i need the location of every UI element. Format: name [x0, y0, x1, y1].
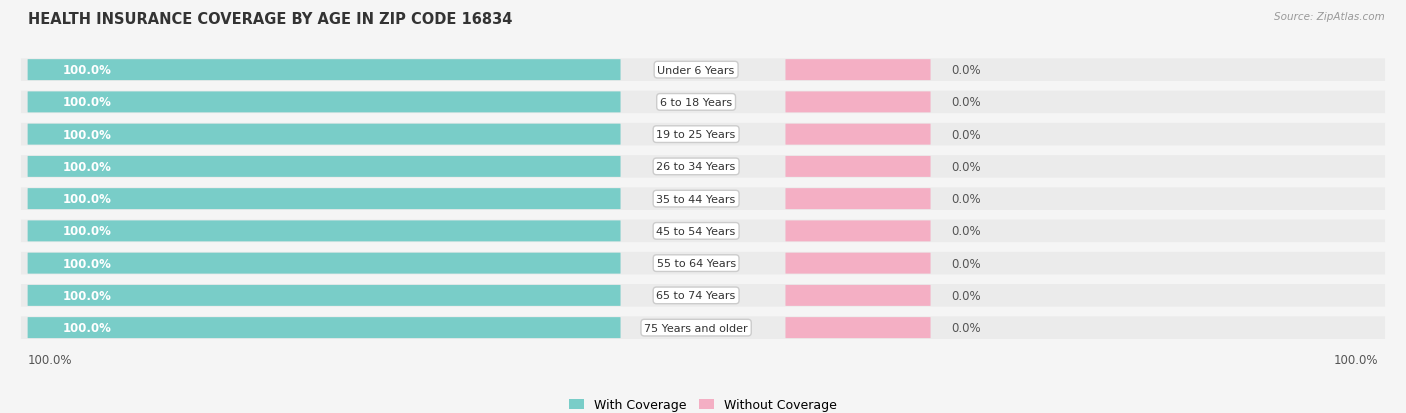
Text: 0.0%: 0.0% — [950, 128, 980, 141]
Text: 100.0%: 100.0% — [62, 96, 111, 109]
FancyBboxPatch shape — [28, 317, 620, 338]
Text: 100.0%: 100.0% — [62, 225, 111, 238]
FancyBboxPatch shape — [786, 60, 931, 81]
Text: 0.0%: 0.0% — [950, 193, 980, 206]
FancyBboxPatch shape — [786, 157, 931, 178]
FancyBboxPatch shape — [21, 156, 1385, 178]
Text: 6 to 18 Years: 6 to 18 Years — [659, 97, 733, 108]
FancyBboxPatch shape — [786, 124, 931, 145]
FancyBboxPatch shape — [28, 60, 620, 81]
Text: 0.0%: 0.0% — [950, 257, 980, 270]
Text: 0.0%: 0.0% — [950, 289, 980, 302]
Text: 45 to 54 Years: 45 to 54 Years — [657, 226, 735, 236]
Text: 100.0%: 100.0% — [62, 193, 111, 206]
FancyBboxPatch shape — [21, 188, 1385, 210]
FancyBboxPatch shape — [21, 285, 1385, 307]
Text: 0.0%: 0.0% — [950, 321, 980, 334]
Legend: With Coverage, Without Coverage: With Coverage, Without Coverage — [564, 393, 842, 413]
FancyBboxPatch shape — [786, 221, 931, 242]
Text: 0.0%: 0.0% — [950, 225, 980, 238]
Text: Under 6 Years: Under 6 Years — [658, 66, 735, 76]
FancyBboxPatch shape — [28, 285, 620, 306]
Text: Source: ZipAtlas.com: Source: ZipAtlas.com — [1274, 12, 1385, 22]
FancyBboxPatch shape — [28, 92, 620, 113]
Text: 100.0%: 100.0% — [62, 257, 111, 270]
FancyBboxPatch shape — [28, 253, 620, 274]
Text: 0.0%: 0.0% — [950, 96, 980, 109]
Text: 75 Years and older: 75 Years and older — [644, 323, 748, 333]
FancyBboxPatch shape — [21, 317, 1385, 339]
FancyBboxPatch shape — [28, 124, 620, 145]
FancyBboxPatch shape — [21, 123, 1385, 146]
Text: 100.0%: 100.0% — [62, 321, 111, 334]
Text: 100.0%: 100.0% — [62, 64, 111, 77]
Text: 35 to 44 Years: 35 to 44 Years — [657, 194, 735, 204]
FancyBboxPatch shape — [21, 59, 1385, 82]
Text: 55 to 64 Years: 55 to 64 Years — [657, 259, 735, 268]
Text: 65 to 74 Years: 65 to 74 Years — [657, 291, 735, 301]
FancyBboxPatch shape — [28, 189, 620, 210]
Text: 26 to 34 Years: 26 to 34 Years — [657, 162, 735, 172]
Text: 100.0%: 100.0% — [62, 161, 111, 173]
Text: 100.0%: 100.0% — [62, 289, 111, 302]
FancyBboxPatch shape — [786, 317, 931, 338]
FancyBboxPatch shape — [21, 220, 1385, 242]
Text: 100.0%: 100.0% — [28, 353, 72, 366]
FancyBboxPatch shape — [786, 285, 931, 306]
Text: HEALTH INSURANCE COVERAGE BY AGE IN ZIP CODE 16834: HEALTH INSURANCE COVERAGE BY AGE IN ZIP … — [28, 12, 513, 27]
FancyBboxPatch shape — [21, 252, 1385, 275]
FancyBboxPatch shape — [21, 91, 1385, 114]
Text: 100.0%: 100.0% — [62, 128, 111, 141]
Text: 0.0%: 0.0% — [950, 64, 980, 77]
FancyBboxPatch shape — [28, 221, 620, 242]
Text: 0.0%: 0.0% — [950, 161, 980, 173]
Text: 100.0%: 100.0% — [1334, 353, 1378, 366]
FancyBboxPatch shape — [786, 189, 931, 210]
FancyBboxPatch shape — [28, 157, 620, 178]
FancyBboxPatch shape — [786, 92, 931, 113]
Text: 19 to 25 Years: 19 to 25 Years — [657, 130, 735, 140]
FancyBboxPatch shape — [786, 253, 931, 274]
